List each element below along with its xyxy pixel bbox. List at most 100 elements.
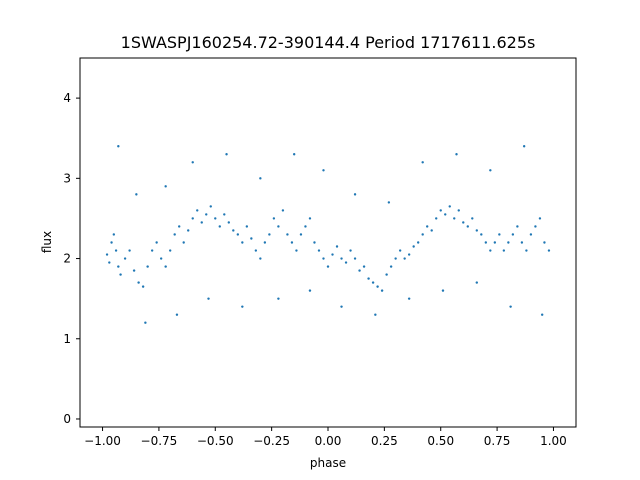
x-tick-label: 0.25 [371, 434, 398, 448]
data-point [362, 265, 366, 268]
x-axis-label: phase [310, 456, 346, 470]
data-point [367, 277, 370, 280]
data-point [457, 209, 460, 212]
data-point [214, 217, 217, 220]
data-point [435, 217, 438, 220]
data-point [277, 225, 280, 228]
data-point [335, 245, 339, 248]
data-point [164, 185, 167, 188]
data-point [416, 241, 420, 244]
data-point [516, 225, 519, 228]
scatter-points [105, 145, 551, 324]
data-point [462, 221, 465, 224]
data-point [164, 265, 167, 268]
data-point [534, 225, 537, 228]
data-point [146, 265, 149, 268]
data-point [489, 169, 492, 172]
data-point [387, 201, 391, 204]
x-tick-label: −0.75 [141, 434, 178, 448]
data-point [344, 261, 348, 264]
data-point [444, 213, 447, 216]
data-point [522, 145, 526, 148]
data-point [353, 257, 357, 260]
data-point [398, 249, 402, 252]
data-point [507, 241, 510, 244]
data-point [520, 241, 524, 244]
data-point [205, 213, 208, 216]
data-point [439, 209, 442, 212]
data-point [511, 233, 515, 236]
data-point [380, 289, 384, 292]
y-tick-label: 1 [63, 332, 71, 346]
data-point [245, 225, 249, 228]
data-point [331, 253, 334, 256]
data-point [426, 225, 429, 228]
data-point [421, 161, 424, 164]
data-point [290, 241, 294, 244]
data-point [191, 161, 194, 164]
data-point [498, 233, 501, 236]
data-point [407, 297, 411, 300]
data-point [502, 249, 506, 252]
plot-area-frame [79, 57, 577, 428]
data-point [538, 217, 542, 220]
data-point [308, 289, 312, 292]
data-point [218, 225, 221, 228]
data-point [209, 205, 212, 208]
data-point [448, 205, 451, 208]
data-point [313, 241, 316, 244]
data-point [412, 245, 415, 248]
data-point [236, 233, 240, 236]
y-axis-label: flux [40, 231, 54, 253]
data-point [466, 225, 469, 228]
data-point [543, 241, 546, 244]
data-point [168, 249, 172, 252]
data-point [509, 305, 512, 308]
data-point [117, 265, 120, 268]
data-point [187, 229, 190, 232]
data-point [299, 233, 303, 236]
x-tick-label: 1.00 [540, 434, 567, 448]
data-point [119, 273, 122, 276]
data-point [196, 209, 199, 212]
data-point [475, 281, 478, 284]
data-point [173, 233, 176, 236]
data-point [137, 281, 140, 284]
data-point [326, 265, 330, 268]
data-point [349, 249, 352, 252]
data-point [308, 217, 312, 220]
data-point [175, 313, 179, 316]
chart-title: 1SWASPJ160254.72-390144.4 Period 1717611… [121, 33, 536, 52]
data-point [259, 257, 262, 260]
data-point [489, 249, 492, 252]
data-point [155, 241, 158, 244]
data-point [117, 145, 120, 148]
data-point [340, 257, 343, 260]
data-point [223, 213, 226, 216]
data-point [493, 241, 497, 244]
data-point [200, 221, 203, 224]
data-point [286, 233, 289, 236]
x-tick-label: 0.00 [315, 434, 342, 448]
data-point [110, 241, 113, 244]
x-tick-label: 0.75 [484, 434, 511, 448]
data-point [376, 285, 379, 288]
data-point [317, 249, 321, 252]
data-point [403, 257, 406, 260]
data-point [135, 193, 138, 196]
data-point [371, 281, 375, 284]
data-point [471, 217, 474, 220]
data-point [304, 225, 307, 228]
data-point [281, 209, 285, 212]
data-point [178, 225, 181, 228]
y-tick-label: 0 [63, 412, 71, 426]
data-point [150, 249, 154, 252]
data-point [268, 233, 271, 236]
data-point [112, 233, 116, 236]
data-point [340, 305, 343, 308]
data-point [292, 153, 296, 156]
x-tick-label: −0.25 [253, 434, 290, 448]
data-point [480, 233, 483, 236]
data-point [277, 297, 280, 300]
